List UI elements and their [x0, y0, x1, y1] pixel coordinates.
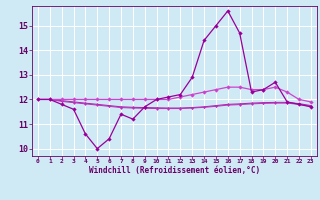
X-axis label: Windchill (Refroidissement éolien,°C): Windchill (Refroidissement éolien,°C) [89, 166, 260, 175]
